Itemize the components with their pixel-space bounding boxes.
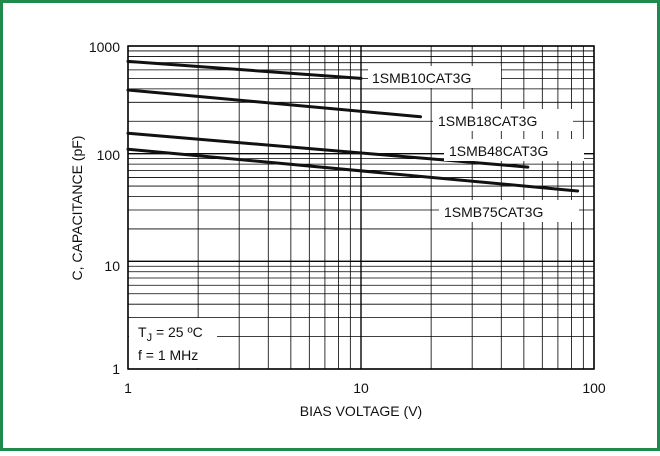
series-label-1smb75: 1SMB75CAT3G xyxy=(444,204,543,220)
x-tick-label: 1 xyxy=(124,380,132,396)
y-axis-label: C, CAPACITANCE (pF) xyxy=(69,136,85,281)
series-label-1smb48: 1SMB48CAT3G xyxy=(449,143,548,159)
frequency-note: f = 1 MHz xyxy=(138,347,198,363)
y-tick-label: 10 xyxy=(104,258,120,274)
note-subscript-j: J xyxy=(147,332,153,344)
series-label-1smb18: 1SMB18CAT3G xyxy=(438,113,537,129)
y-tick-label: 1000 xyxy=(89,39,120,55)
series-label-bg xyxy=(368,66,501,88)
series-line-1smb48cat3g xyxy=(126,131,530,169)
x-tick-label: 10 xyxy=(353,380,369,396)
conditions-box xyxy=(129,318,217,368)
note-t: T xyxy=(138,324,147,340)
x-axis-label: BIAS VOLTAGE (V) xyxy=(300,403,422,419)
series-line-1smb18cat3g xyxy=(126,88,422,119)
series-label-bg xyxy=(439,200,579,222)
series-line-1smb10cat3g xyxy=(126,59,363,80)
series-line-1smb75cat3g xyxy=(126,147,580,193)
y-tick-label: 100 xyxy=(97,147,121,163)
y-tick-labels: 1 10 100 1000 xyxy=(89,39,120,377)
series-label-bg xyxy=(444,139,584,161)
series-lines xyxy=(126,59,580,193)
x-tick-labels: 1 10 100 xyxy=(124,380,606,396)
junction-temperature-note: TJ = 25 ºC xyxy=(138,324,203,344)
note-temperature: = 25 ºC xyxy=(152,324,203,340)
series-label-bg xyxy=(433,109,573,131)
x-tick-label: 100 xyxy=(582,380,606,396)
series-label-1smb10: 1SMB10CAT3G xyxy=(372,70,471,86)
plot-area-border xyxy=(127,45,595,370)
y-tick-label: 1 xyxy=(112,361,120,377)
